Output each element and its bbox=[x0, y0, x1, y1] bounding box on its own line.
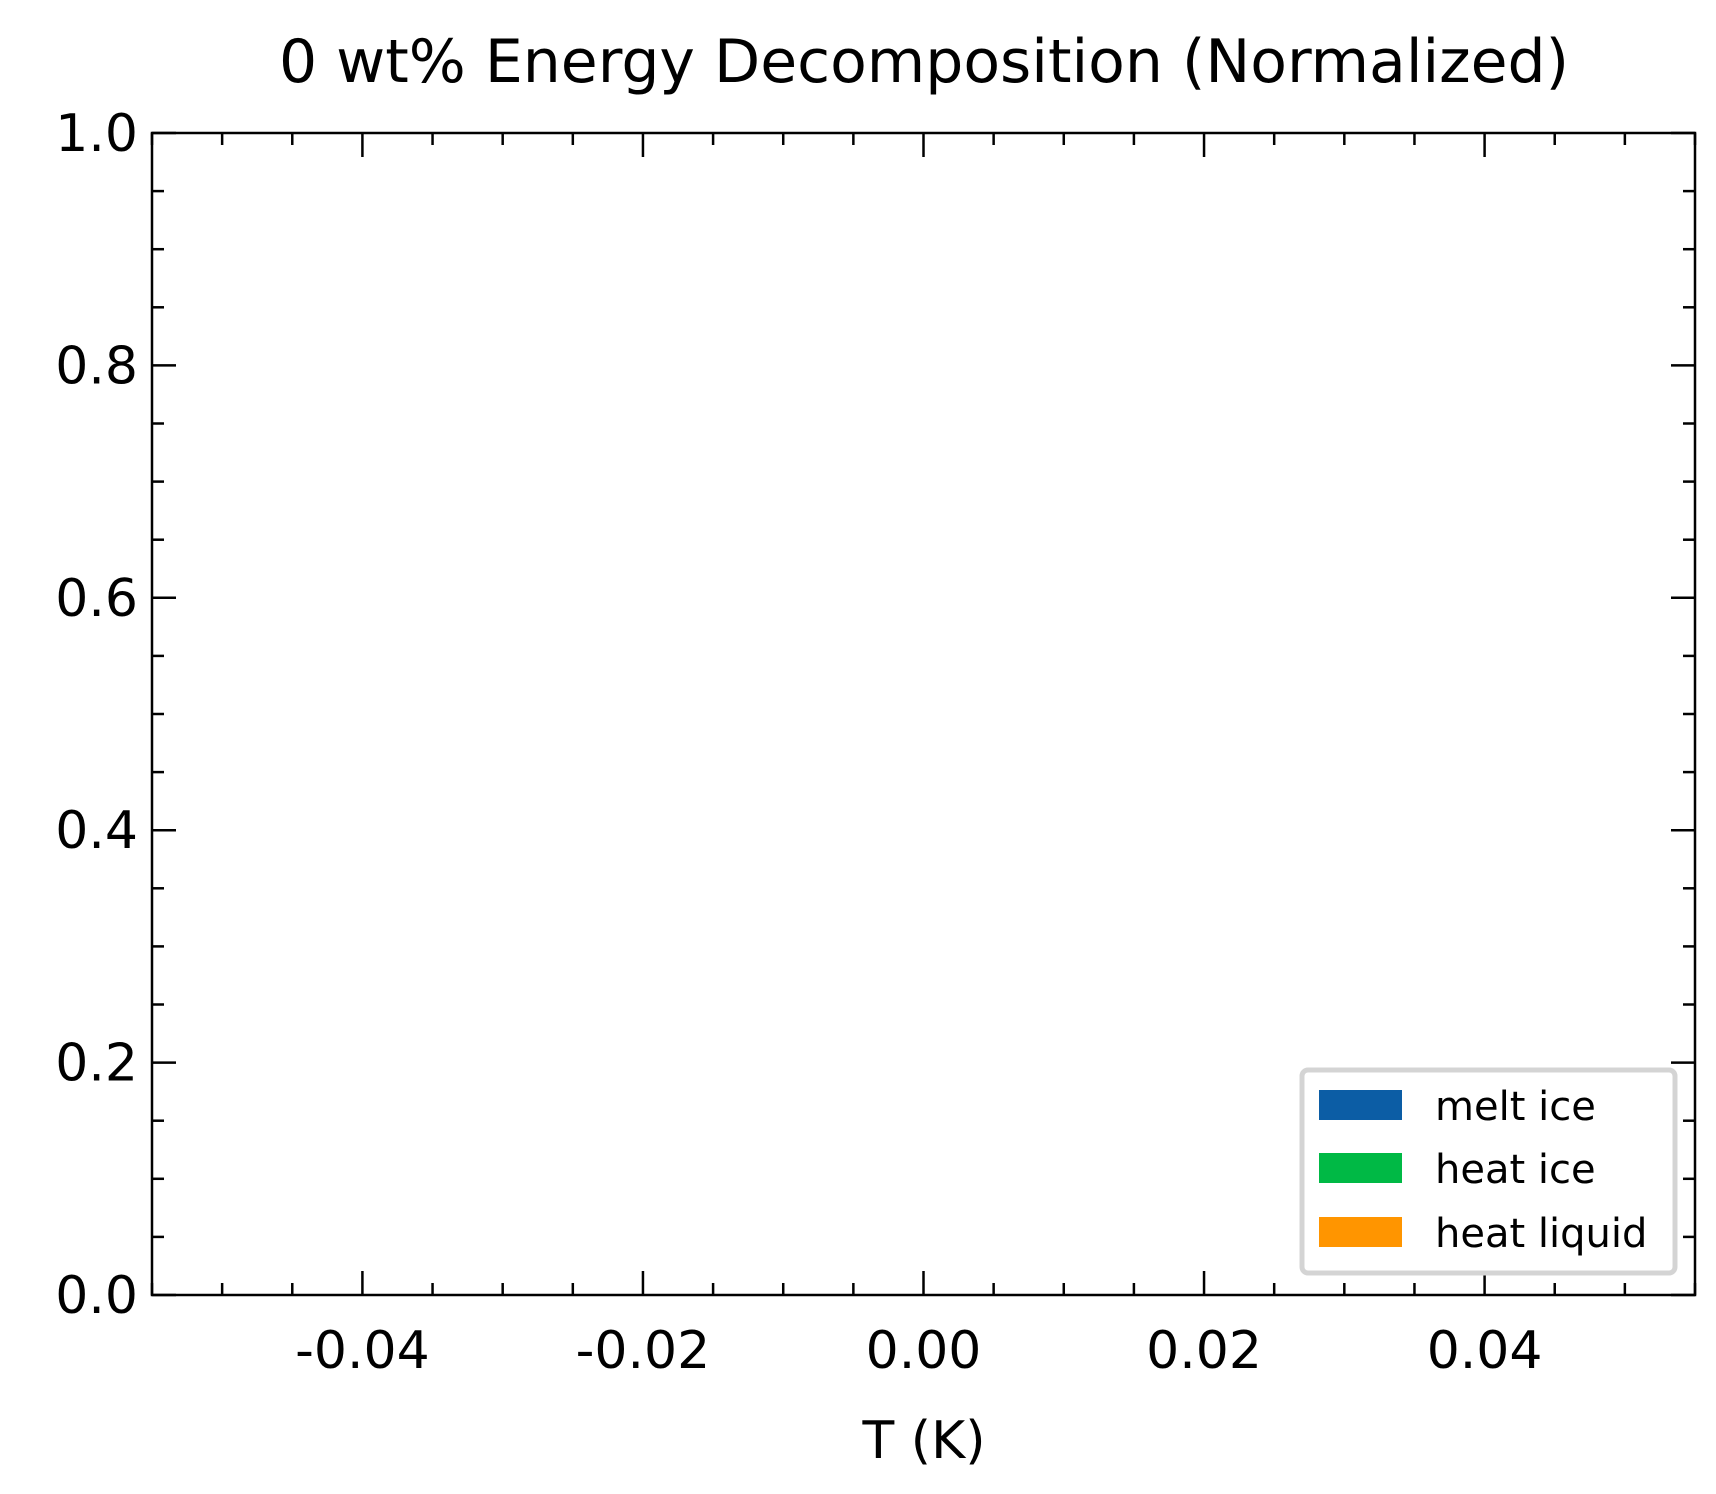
legend-label: melt ice bbox=[1435, 1084, 1596, 1130]
legend-swatch bbox=[1319, 1217, 1402, 1247]
x-tick-label: 0.02 bbox=[1146, 1321, 1262, 1381]
y-tick-label: 0.0 bbox=[55, 1266, 138, 1326]
y-tick-label: 1.0 bbox=[55, 104, 138, 164]
x-tick-label: -0.02 bbox=[576, 1321, 711, 1381]
legend-swatch bbox=[1319, 1153, 1402, 1183]
chart-title: 0 wt% Energy Decomposition (Normalized) bbox=[279, 27, 1569, 97]
legend: melt ice heat ice heat liquid bbox=[1299, 1067, 1678, 1276]
legend-label: heat ice bbox=[1435, 1147, 1596, 1193]
axis-tick-labels: -0.04 -0.02 0.00 0.02 0.04 0.0 0.2 0.4 0.6 0.8 1.0 bbox=[55, 104, 1542, 1381]
y-tick-label: 0.8 bbox=[55, 336, 138, 396]
x-axis-label: T (K) bbox=[862, 1411, 986, 1471]
axis-ticks bbox=[150, 131, 1697, 1297]
y-tick-label: 0.6 bbox=[55, 569, 138, 629]
x-tick-label: 0.04 bbox=[1427, 1321, 1543, 1381]
legend-label: heat liquid bbox=[1435, 1211, 1647, 1257]
legend-swatch bbox=[1319, 1090, 1402, 1120]
plot-frame bbox=[150, 131, 1697, 1297]
x-tick-label: 0.00 bbox=[866, 1321, 982, 1381]
x-tick-label: -0.04 bbox=[295, 1321, 430, 1381]
y-tick-label: 0.4 bbox=[55, 801, 138, 861]
y-tick-label: 0.2 bbox=[55, 1034, 138, 1094]
